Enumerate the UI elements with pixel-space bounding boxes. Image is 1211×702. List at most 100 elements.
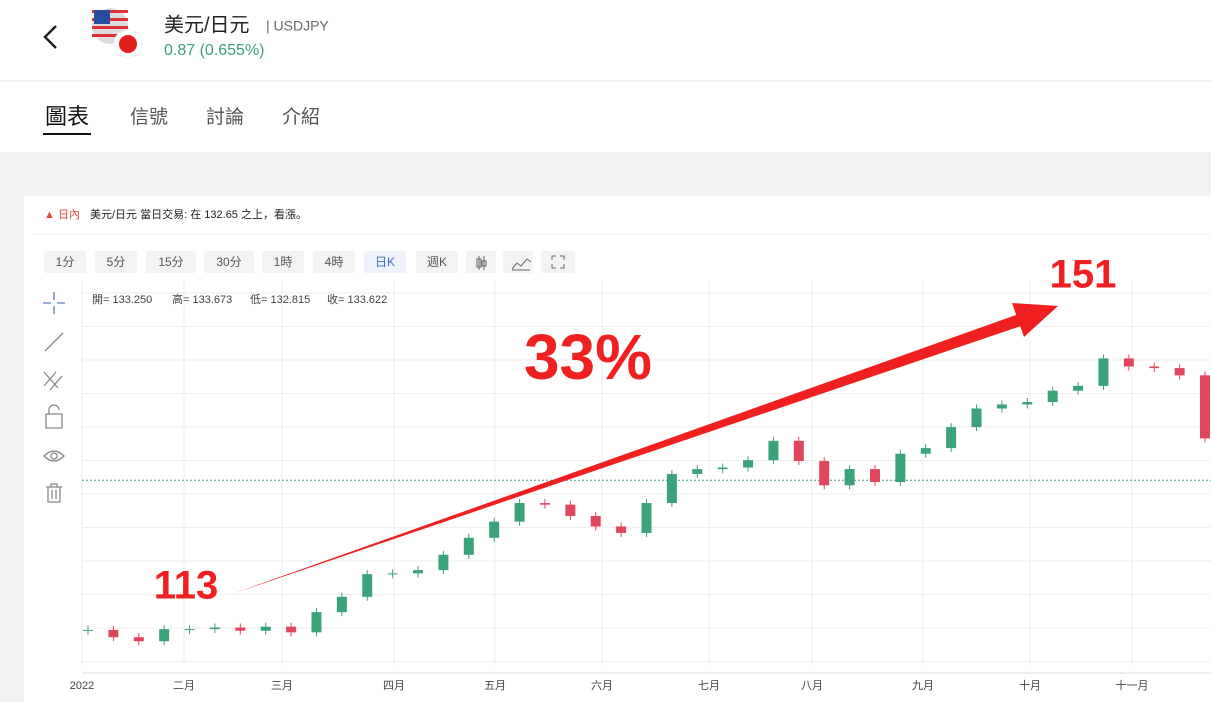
candle-body [1123,358,1134,367]
delete-tool[interactable] [46,483,62,503]
candle-body [768,440,779,461]
timeframe-button[interactable] [262,251,304,273]
toolbar [43,292,65,503]
trend-arrow [232,303,1058,594]
timeframe-label: 5分 [107,255,126,269]
candle-body [209,627,220,630]
candle-body [387,573,398,575]
candle-body [1098,358,1109,386]
chart-card [24,196,1211,702]
alert-tag: ▲ 日內 [44,208,80,221]
candle-body [362,574,373,597]
candle-body [1047,390,1058,403]
fib-tool[interactable] [43,371,63,391]
candle-body [692,469,703,474]
x-tick-label: 2022 [70,680,94,692]
crosshair-tool[interactable] [43,292,65,314]
x-tick-label: 二月 [173,680,195,692]
x-tick-label: 九月 [912,679,934,692]
candle-body [793,440,804,462]
candle-body [184,629,195,631]
candle-body [413,570,424,574]
change-label: 33% [524,321,652,393]
end-label: 151 [1050,253,1117,297]
candle-body [1022,402,1033,405]
candle-body [286,626,297,633]
candle-body [971,408,982,428]
candle-body [895,453,906,483]
tab[interactable]: 圖表 [45,104,89,129]
timeframe-button[interactable] [313,251,355,273]
candle-body [641,503,652,533]
x-tick-label: 四月 [383,680,405,692]
timeframe-button[interactable] [204,251,254,273]
chart-option-button[interactable] [503,251,533,273]
x-tick-label: 十一月 [1116,678,1149,692]
timeframe-label: 日K [375,255,395,269]
candle-icon [476,256,487,270]
candle-body [590,515,601,527]
candle-body [489,521,500,538]
timeframe-button[interactable] [44,251,86,273]
candle-body [869,469,880,483]
timeframe-button[interactable] [95,251,137,273]
candle-body [539,503,550,505]
candle-body [235,627,246,631]
x-tick-label: 五月 [484,680,506,692]
ohlc-value: 高= 133.673 [172,292,232,306]
candle-body [133,637,144,642]
candle-body [743,460,754,468]
candle-body [565,504,576,516]
timeframe-label: 30分 [216,255,241,269]
flag-icons [92,8,143,59]
candle-body [666,473,677,504]
ohlc-value: 收= 133.622 [327,292,387,306]
x-tick-label: 八月 [801,680,823,692]
candle-body [920,448,931,454]
fullscreen-icon [551,255,565,269]
candle-body [946,427,957,449]
lock-tool[interactable] [45,404,63,429]
candle-body [819,461,830,486]
candle-body [1174,368,1185,376]
tab-underline [43,133,91,135]
candle-body [1149,366,1160,369]
candle-body [260,626,271,631]
timeframe-label: 4時 [325,255,344,269]
x-tick-label: 十月 [1019,678,1041,692]
candle-body [438,554,449,571]
visibility-tool[interactable] [43,450,65,462]
tab[interactable]: 討論 [206,106,244,128]
timeframe-label: 1時 [274,255,293,269]
candle-body [996,404,1007,409]
timeframe-button[interactable] [416,251,458,273]
back-button[interactable] [43,25,57,49]
timeframe-label: 15分 [158,255,183,269]
candle-body [514,503,525,522]
chart-option-button[interactable] [541,251,575,273]
candle-body [336,596,347,613]
price-change: 0.87 (0.655%) [164,42,265,59]
candle-body [463,537,474,555]
tab[interactable]: 介紹 [282,106,320,128]
candle-body [717,467,728,470]
pair-symbol: | USDJPY [266,18,329,34]
alert-text: 美元/日元 當日交易: 在 132.65 之上，看漲。 [90,207,307,221]
candle-body [83,629,93,631]
timeframe-button[interactable] [364,251,406,273]
pair-title: 美元/日元 [164,13,250,36]
candle-body [1200,375,1210,439]
line-tool[interactable] [44,332,64,352]
x-tick-label: 六月 [591,679,613,692]
timeframe-label: 週K [427,255,447,269]
timeframe-button[interactable] [146,251,196,273]
x-tick-label: 三月 [271,680,293,692]
candle-body [311,612,322,633]
indicator-icon [511,258,532,271]
candle-body [844,469,855,486]
candle-body [108,629,119,638]
tab[interactable]: 信號 [130,106,168,128]
ohlc-value: 低= 132.815 [250,293,310,306]
